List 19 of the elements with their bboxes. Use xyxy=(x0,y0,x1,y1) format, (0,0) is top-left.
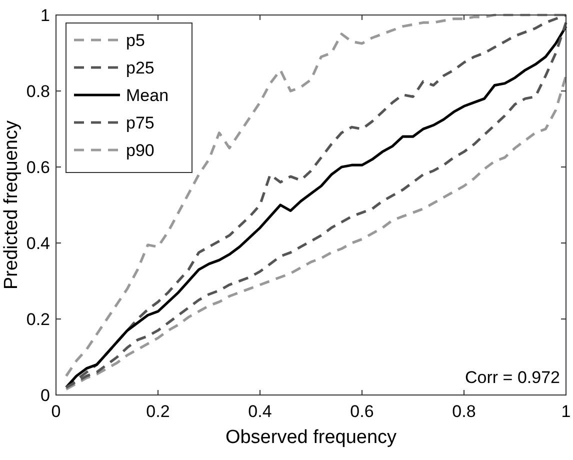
y-tick-label: 1 xyxy=(40,6,50,25)
legend-label: p75 xyxy=(126,114,154,132)
x-tick-label: 0.8 xyxy=(452,402,476,421)
y-tick-label: 0.8 xyxy=(26,82,50,101)
y-tick-label: 0.2 xyxy=(26,310,50,329)
x-tick-label: 0.4 xyxy=(248,402,272,421)
legend-label: Mean xyxy=(126,86,169,105)
annotation: Corr = 0.972 xyxy=(465,368,560,387)
x-tick-label: 0.2 xyxy=(146,402,170,421)
x-axis-title: Observed frequency xyxy=(225,427,398,448)
x-tick-label: 0.6 xyxy=(350,402,374,421)
y-axis-title: Predicted frequency xyxy=(1,120,22,290)
legend-label: p5 xyxy=(126,31,145,50)
y-tick-label: 0.4 xyxy=(26,234,50,253)
x-tick-label: 1 xyxy=(561,402,571,421)
legend-label: p90 xyxy=(126,141,154,160)
y-tick-label: 0 xyxy=(40,386,50,405)
y-tick-label: 0.6 xyxy=(26,158,50,177)
legend-label: p25 xyxy=(126,58,154,78)
